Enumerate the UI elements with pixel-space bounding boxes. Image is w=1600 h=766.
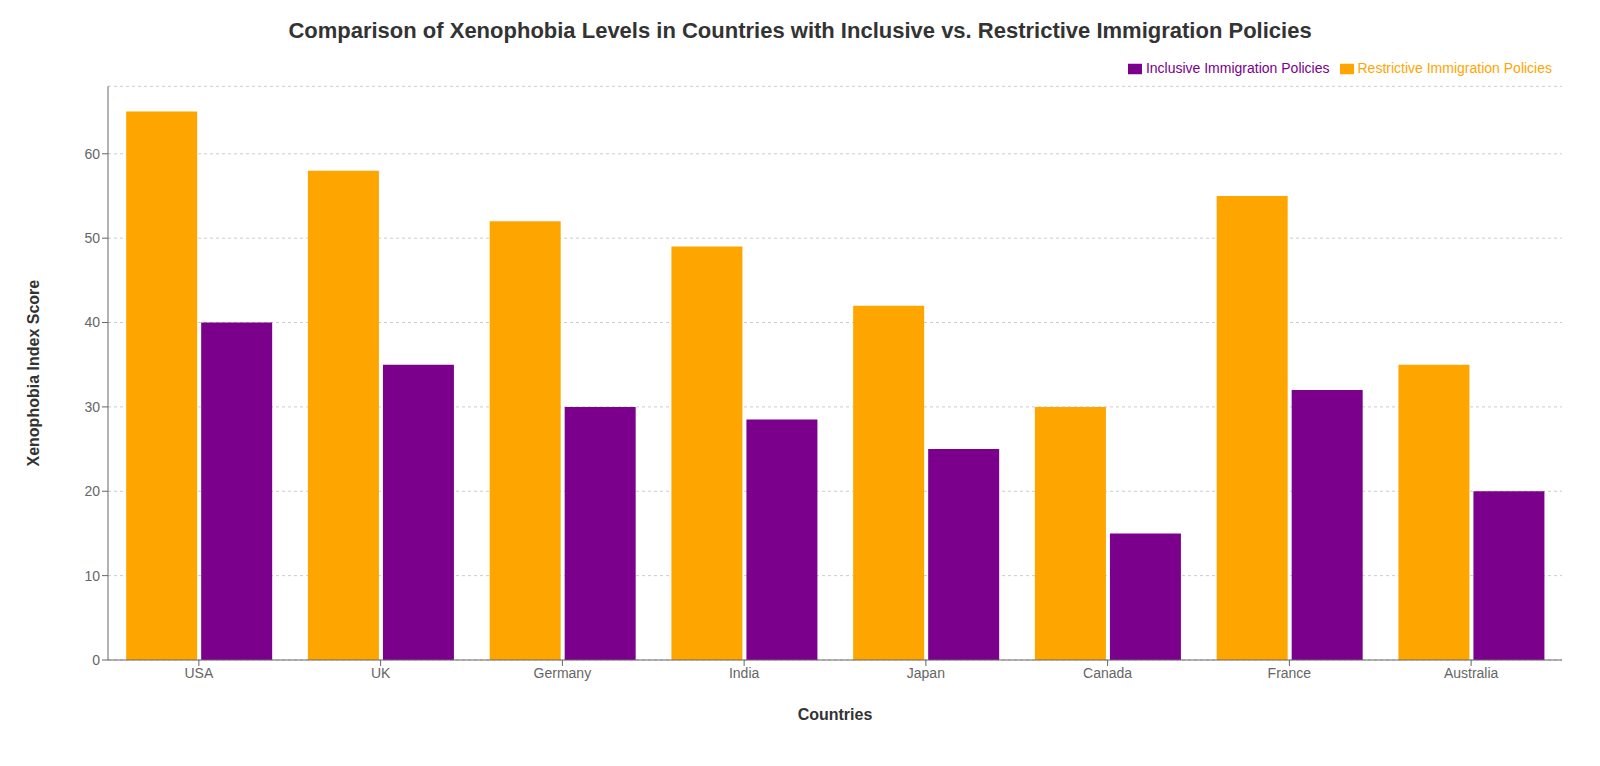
svg-text:20: 20 [84, 483, 100, 499]
svg-text:Canada: Canada [1083, 665, 1132, 681]
svg-text:0: 0 [92, 652, 100, 668]
svg-text:60: 60 [84, 146, 100, 162]
svg-text:UK: UK [371, 665, 391, 681]
svg-text:Countries: Countries [798, 706, 873, 723]
svg-text:30: 30 [84, 399, 100, 415]
svg-text:Xenophobia Index Score: Xenophobia Index Score [25, 280, 42, 467]
svg-text:50: 50 [84, 230, 100, 246]
svg-text:Germany: Germany [534, 665, 592, 681]
html-text:Restrictive Immigration Polici: Restrictive Immigration Policies [1357, 60, 1552, 76]
svg-text:India: India [729, 665, 760, 681]
html-text:Inclusive Immigration Policies: Inclusive Immigration Policies [1145, 60, 1330, 76]
svg-text:Australia: Australia [1444, 665, 1499, 681]
svg-text:USA: USA [184, 665, 213, 681]
html-text:Comparison of Xenophobia Level: Comparison of Xenophobia Levels in Count… [288, 18, 1312, 43]
svg-text:10: 10 [84, 568, 100, 584]
svg-text:France: France [1268, 665, 1312, 681]
svg-text:40: 40 [84, 314, 100, 330]
svg-text:Japan: Japan [907, 665, 945, 681]
